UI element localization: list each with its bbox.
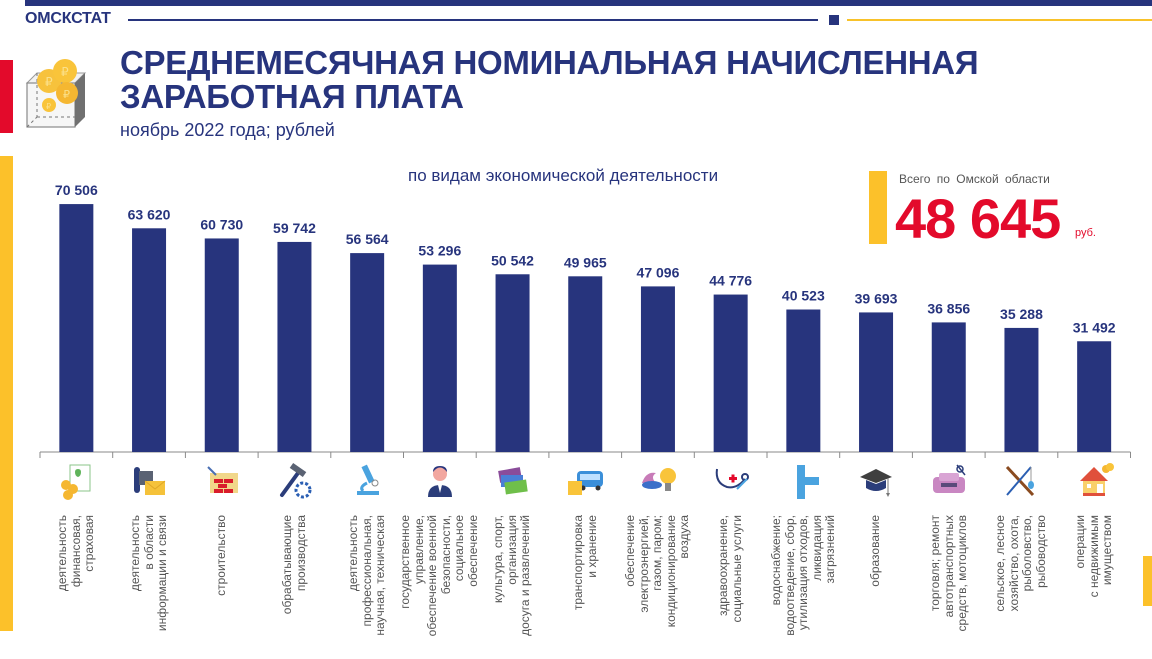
bar xyxy=(568,276,603,452)
category-label: деятельность в области информации и связ… xyxy=(127,515,169,632)
total-label: Всего по Омской области xyxy=(899,172,1050,186)
yellow-accent-bar-right xyxy=(1143,556,1152,606)
top-bar xyxy=(25,0,1152,6)
category-label: обрабатывающие производства xyxy=(279,515,308,615)
category-label: операции с недвижимым имуществом xyxy=(1072,515,1114,598)
brand-divider xyxy=(128,19,818,21)
bar xyxy=(1077,341,1112,452)
bar-value-label: 39 693 xyxy=(855,290,898,306)
svg-text:₽: ₽ xyxy=(61,65,69,79)
bar xyxy=(859,312,894,452)
graduation-cap-icon xyxy=(856,461,896,501)
category-label: государственное управление, обеспечение … xyxy=(398,515,480,637)
category-label: обеспечение электроэнергией, газом, паро… xyxy=(623,515,692,628)
gas-flame-lightbulb-icon xyxy=(638,461,678,501)
category-label: сельское, лесное хозяйство, охота, рыбол… xyxy=(993,515,1048,612)
bar xyxy=(422,264,457,452)
page-subtitle: ноябрь 2022 года; рублей xyxy=(120,120,335,140)
bar xyxy=(132,228,167,452)
water-pipe-icon xyxy=(783,461,823,501)
bar-value-label: 31 492 xyxy=(1073,319,1116,335)
bar xyxy=(204,238,239,452)
brand-name: ОМСКСТАТ xyxy=(25,10,111,27)
bar xyxy=(786,309,821,452)
bar-value-label: 53 296 xyxy=(418,243,461,259)
category-label: здравоохранение, социальные услуги xyxy=(716,515,744,623)
microscope-icon xyxy=(347,461,387,501)
bar xyxy=(495,274,530,452)
house-coins-icon xyxy=(1074,461,1115,501)
bar-value-label: 56 564 xyxy=(346,231,389,247)
bar-value-label: 70 506 xyxy=(55,182,98,198)
bar-value-label: 59 742 xyxy=(273,220,316,236)
bar-value-label: 47 096 xyxy=(637,264,680,280)
total-unit: руб. xyxy=(1075,227,1096,239)
bar xyxy=(713,294,748,452)
category-label: транспортировка и хранение xyxy=(570,515,599,611)
total-value: 48 645 xyxy=(895,187,1061,250)
official-person-icon xyxy=(420,461,460,501)
bar-value-label: 63 620 xyxy=(128,206,171,222)
bar xyxy=(350,253,385,452)
svg-text:₽: ₽ xyxy=(45,75,53,89)
bar xyxy=(931,322,966,452)
finance-document-coins-icon xyxy=(56,461,96,501)
bar xyxy=(277,241,312,452)
bar xyxy=(1004,327,1039,452)
category-label: деятельность финансовая, страховая xyxy=(55,515,97,592)
stethoscope-syringe-icon xyxy=(711,461,751,501)
chart-title: по видам экономической деятельности xyxy=(408,166,719,185)
total-accent-bar xyxy=(869,171,887,244)
bar xyxy=(59,204,94,452)
bar-value-label: 44 776 xyxy=(709,273,752,289)
telephone-envelope-icon xyxy=(129,461,169,501)
car-wrench-icon xyxy=(929,461,969,501)
category-label: торговля; ремонт автотранспортных средст… xyxy=(927,515,969,632)
bar-value-label: 40 523 xyxy=(782,288,825,304)
category-label: образование xyxy=(868,515,883,587)
yellow-accent-bar xyxy=(0,156,13,631)
brand-divider-square xyxy=(829,15,839,25)
bar-value-label: 49 965 xyxy=(564,254,607,270)
tickets-icon xyxy=(493,461,533,501)
coins-box-icon: ₽ ₽ ₽ ₽ xyxy=(25,59,87,128)
page-title: СРЕДНЕМЕСЯЧНАЯ НОМИНАЛЬНАЯ НАЧИСЛЕННАЯ З… xyxy=(120,44,979,115)
page-title-line2: ЗАРАБОТНАЯ ПЛАТА xyxy=(120,78,464,115)
svg-text:₽: ₽ xyxy=(46,102,51,111)
bar-value-label: 60 730 xyxy=(200,216,243,232)
bar-value-label: 35 288 xyxy=(1000,306,1043,322)
brand-divider-yellow xyxy=(847,19,1152,21)
bar-value-label: 36 856 xyxy=(927,300,970,316)
hammer-gear-icon xyxy=(274,461,314,501)
bar-value-label: 50 542 xyxy=(491,252,534,268)
rifle-fishing-rod-icon xyxy=(1001,461,1041,501)
bus-box-icon xyxy=(565,461,605,501)
category-label: строительство xyxy=(214,515,228,596)
bar xyxy=(640,286,675,452)
category-label: культура, спорт, организация досуга и ра… xyxy=(491,515,533,636)
category-label: деятельность профессиональная, научная, … xyxy=(345,515,387,636)
brick-wall-trowel-icon xyxy=(202,461,242,501)
category-label: водоснабжение; водоотведение, сбор, утил… xyxy=(768,515,837,636)
red-accent-bar xyxy=(0,60,13,133)
page-title-line1: СРЕДНЕМЕСЯЧНАЯ НОМИНАЛЬНАЯ НАЧИСЛЕННАЯ xyxy=(120,44,979,81)
svg-text:₽: ₽ xyxy=(63,88,70,101)
